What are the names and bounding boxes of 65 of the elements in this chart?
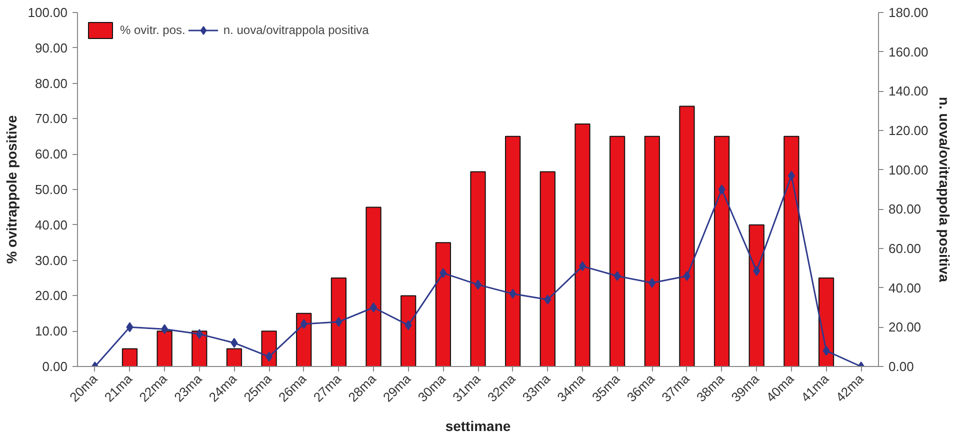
y-tick-label: 80.00 xyxy=(34,76,68,91)
point xyxy=(788,170,795,181)
bar xyxy=(122,348,138,366)
bar xyxy=(505,136,521,366)
bar xyxy=(540,171,556,366)
bar xyxy=(226,348,242,366)
y-tick-label: 30.00 xyxy=(34,252,68,268)
point xyxy=(196,329,203,340)
point xyxy=(614,271,621,282)
bar xyxy=(644,136,660,366)
bar xyxy=(296,312,312,366)
point xyxy=(335,316,342,327)
y2-tick-label: 120.00 xyxy=(888,123,928,138)
bar xyxy=(330,278,347,366)
y2-tick-label: 40.00 xyxy=(888,280,922,296)
bar xyxy=(818,278,834,366)
y-tick-label: 40.00 xyxy=(34,217,68,232)
y2-tick-label: 180.00 xyxy=(888,5,928,20)
point xyxy=(126,322,134,332)
bar xyxy=(156,330,172,366)
y-tick-label: 10.00 xyxy=(34,324,68,339)
y-tick-label: 50.00 xyxy=(34,182,68,197)
bar xyxy=(366,206,382,366)
y2-tick-label: 20.00 xyxy=(888,320,922,335)
point xyxy=(230,338,238,348)
point xyxy=(753,266,760,276)
y-tick-label: 70.00 xyxy=(34,111,68,126)
point xyxy=(161,324,168,334)
bar xyxy=(714,136,730,366)
legend-label: n. uova/ovitrappola positiva xyxy=(223,23,369,37)
point xyxy=(509,288,516,299)
y-tick-label: 60.00 xyxy=(34,146,68,162)
y2-tick-label: 80.00 xyxy=(888,202,922,217)
point xyxy=(683,271,690,282)
point xyxy=(822,346,830,356)
y2-tick-label: 60.00 xyxy=(888,241,922,256)
y2-tick-label: 0.00 xyxy=(888,359,914,374)
bar xyxy=(784,136,800,366)
y-tick-label: 0.00 xyxy=(42,359,68,374)
y-axis-title: % ovitrappole positive xyxy=(4,114,20,264)
bar xyxy=(609,136,626,366)
x-axis-title: settimane xyxy=(445,418,511,434)
bar xyxy=(574,124,590,366)
point xyxy=(300,319,308,330)
y-tick-label: 100.00 xyxy=(28,5,68,20)
bar xyxy=(435,242,451,366)
bar xyxy=(470,171,486,366)
bar xyxy=(748,224,764,366)
point xyxy=(648,278,656,288)
y-tick-label: 20.00 xyxy=(34,288,68,304)
point xyxy=(404,320,412,330)
point xyxy=(578,261,586,272)
point xyxy=(718,184,726,194)
point xyxy=(440,268,447,278)
y-tick-label: 90.00 xyxy=(34,40,68,56)
point xyxy=(370,302,378,312)
y2-axis-title: n. uova/ovitrappola positiva xyxy=(936,96,952,282)
y2-tick-label: 160.00 xyxy=(888,44,928,60)
legend-label: % ovitr. pos. xyxy=(120,23,186,37)
bar xyxy=(400,295,416,366)
point xyxy=(266,352,273,362)
y2-tick-label: 140.00 xyxy=(888,84,928,99)
bar xyxy=(679,106,695,366)
y2-tick-label: 100.00 xyxy=(888,162,928,178)
point xyxy=(544,294,552,305)
